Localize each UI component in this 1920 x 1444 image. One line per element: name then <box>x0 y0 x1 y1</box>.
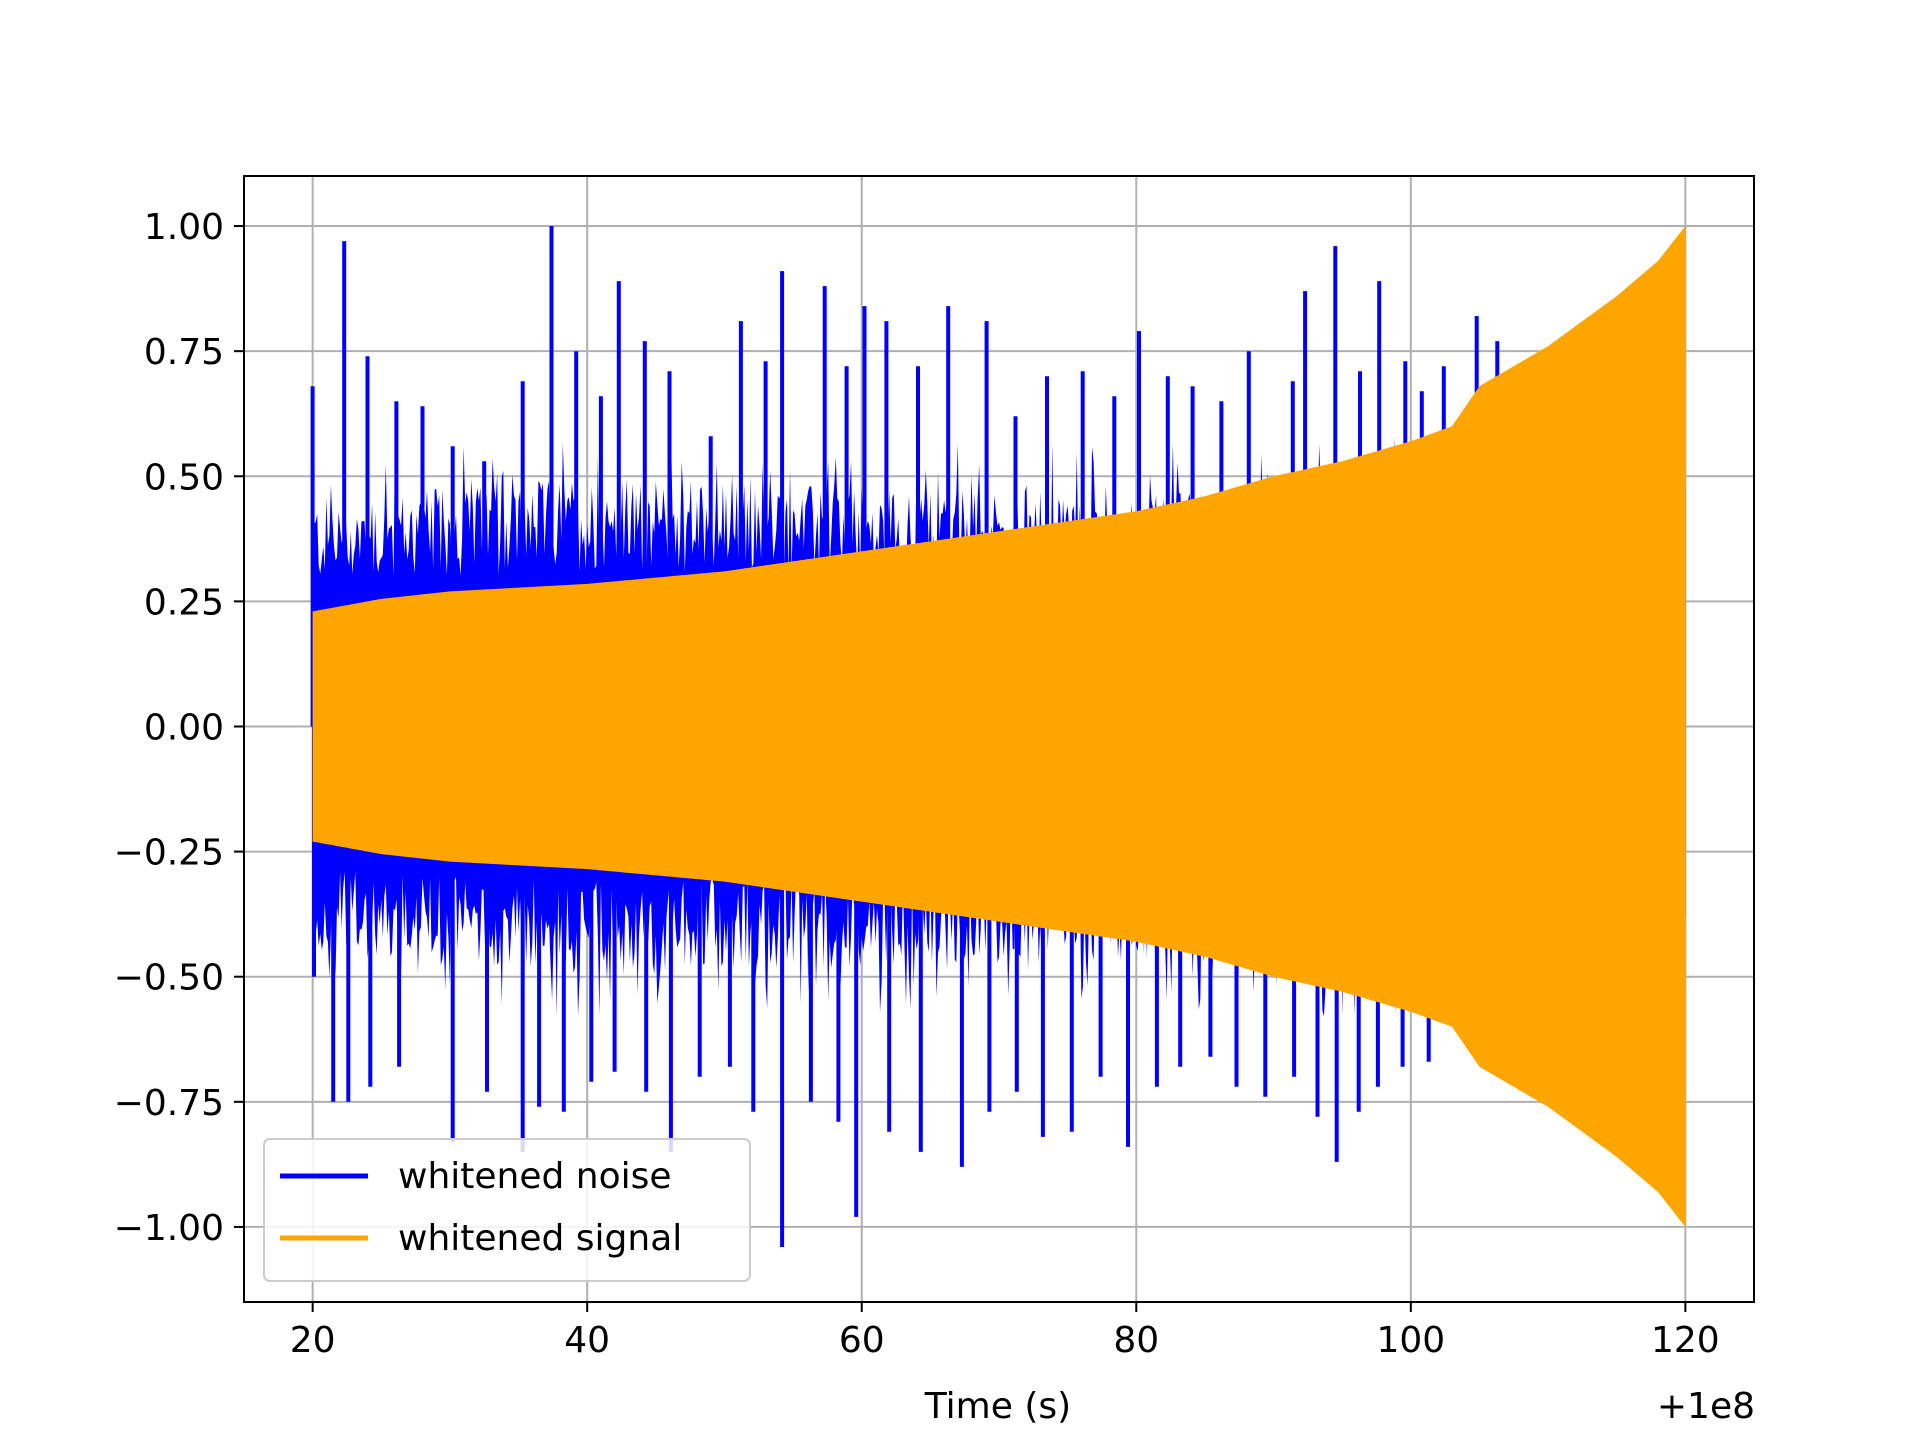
x-tick-label: 80 <box>1113 1320 1159 1361</box>
x-axis-label: Time (s) <box>924 1386 1071 1427</box>
legend-box <box>263 1138 751 1282</box>
y-tick-label: −0.75 <box>114 1083 224 1124</box>
series-group <box>310 226 1686 1247</box>
y-tick-label: 0.00 <box>144 707 224 748</box>
x-tick-label: 100 <box>1376 1320 1445 1361</box>
y-tick-label: 0.50 <box>144 457 224 498</box>
y-tick-label: −1.00 <box>114 1208 224 1249</box>
axis-ticks: 20 40 60 80 100 120 1.00 0.75 0.50 0.25 0.00 −0.25 −… <box>114 207 1720 1361</box>
y-tick-label: 0.25 <box>144 582 224 623</box>
x-tick-label: 40 <box>564 1320 610 1361</box>
y-tick-label: −0.50 <box>114 958 224 999</box>
y-tick-label: 1.00 <box>144 207 224 248</box>
legend-label-whitened-noise: whitened noise <box>398 1156 672 1197</box>
x-tick-label: 20 <box>290 1320 336 1361</box>
plot-frame <box>243 175 1755 1303</box>
series-whitened-signal-area <box>312 226 1686 1227</box>
y-tick-label: 0.75 <box>144 332 224 373</box>
x-axis-offset-label: +1e8 <box>1657 1386 1755 1427</box>
legend: whitened noise whitened signal <box>263 1138 751 1282</box>
x-tick-label: 120 <box>1651 1320 1720 1361</box>
x-tick-label: 60 <box>839 1320 885 1361</box>
legend-label-whitened-signal: whitened signal <box>398 1218 682 1259</box>
y-tick-label: −0.25 <box>114 833 224 874</box>
